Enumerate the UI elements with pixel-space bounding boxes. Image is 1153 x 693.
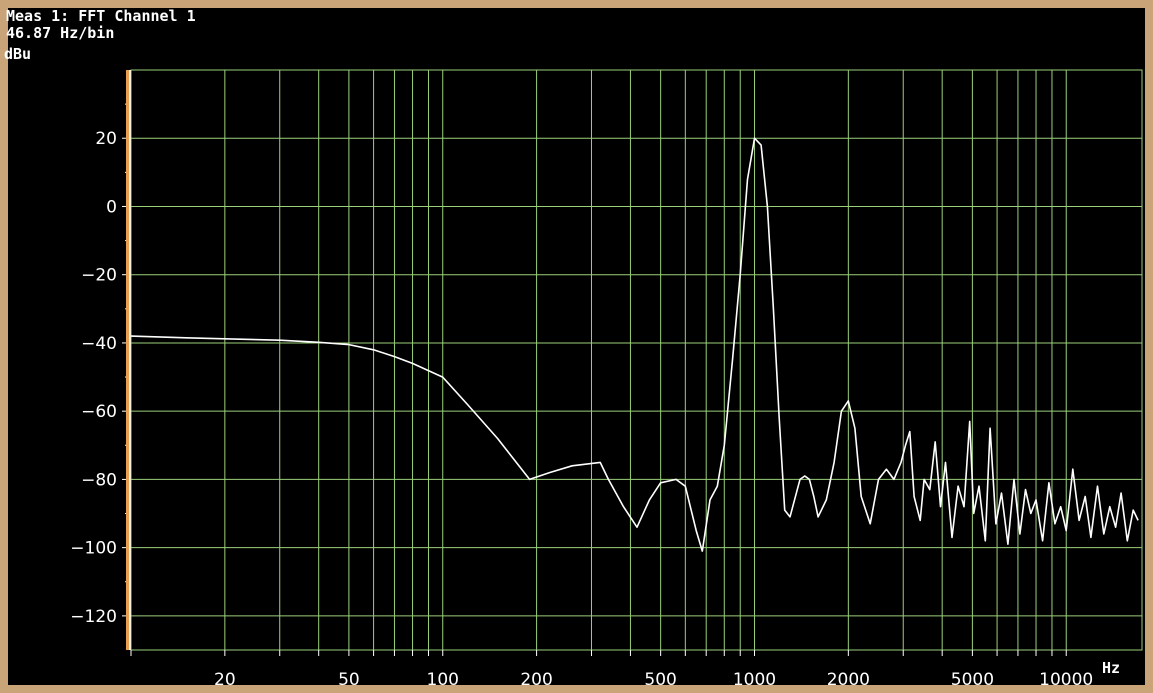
y-tick-label: 20 (95, 129, 117, 149)
x-axis-unit: Hz (1102, 659, 1120, 677)
x-tick-label: 2000 (827, 670, 870, 690)
y-tick-label: 0 (106, 197, 117, 217)
left-axis-bar (126, 70, 131, 650)
y-tick-label: −100 (70, 539, 117, 559)
x-tick-label: 200 (520, 670, 552, 690)
y-tick-label: −120 (70, 607, 117, 627)
y-tick-label: −20 (81, 266, 117, 286)
y-tick-label: −80 (81, 470, 117, 490)
tick-marks (122, 103, 1067, 656)
plot-area (130, 69, 1143, 651)
x-tick-label: 50 (338, 670, 360, 690)
y-tick-label: −40 (81, 334, 117, 354)
x-tick-label: 10000 (1039, 670, 1093, 690)
chart-title: Meas 1: FFT Channel 1 (6, 7, 196, 25)
x-tick-label: 5000 (951, 670, 994, 690)
x-tick-label: 100 (427, 670, 459, 690)
y-tick-label: −60 (81, 402, 117, 422)
series-line (130, 137, 1139, 552)
x-tick-label: 20 (214, 670, 236, 690)
left-axis-bar-white (129, 70, 131, 650)
x-tick-label: 1000 (733, 670, 776, 690)
chart-subtitle: 46.87 Hz/bin (6, 24, 115, 42)
y-axis-label: dBu (4, 45, 32, 63)
x-tick-label: 500 (644, 670, 676, 690)
grid-lines (131, 70, 1142, 650)
left-axis-bar-orange (126, 70, 129, 650)
